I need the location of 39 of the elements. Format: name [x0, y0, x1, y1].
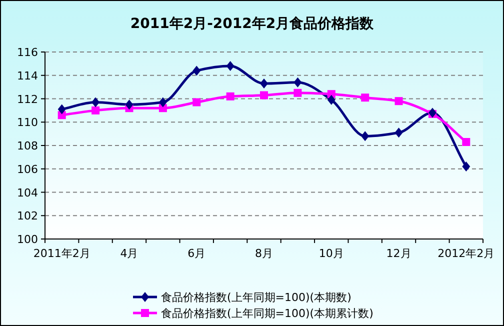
y-tick-label: 112 [17, 92, 38, 106]
point [158, 97, 167, 108]
x-tick-label: 2011年2月 [33, 247, 90, 260]
x-tick-label: 2012年2月 [438, 247, 495, 260]
point [361, 131, 370, 142]
point [192, 98, 201, 106]
y-tick-label: 114 [17, 69, 38, 82]
y-tick-label: 102 [17, 210, 38, 223]
point [327, 94, 336, 105]
point [260, 78, 268, 89]
point [462, 138, 470, 146]
point [226, 92, 234, 100]
point [226, 61, 234, 72]
point [394, 97, 403, 106]
chart-title: 2011年2月-2012年2月食品价格指数 [130, 16, 375, 32]
point [294, 88, 302, 97]
point [92, 106, 100, 114]
x-tick-label: 10月 [318, 247, 344, 260]
y-tick-label: 104 [17, 186, 38, 200]
point [294, 77, 302, 88]
point [394, 128, 403, 138]
y-tick-label: 100 [17, 233, 38, 246]
x-tick-label: 4月 [120, 247, 138, 260]
point [92, 97, 100, 108]
point [260, 91, 268, 100]
x-tick-label: 8月 [255, 247, 273, 260]
point [58, 104, 66, 114]
y-tick-label: 110 [17, 116, 38, 130]
point [462, 162, 470, 172]
legend-label: 食品价格指数(上年同期=100)(本期累计数) [161, 307, 374, 320]
legend-label: 食品价格指数(上年同期=100)(本期数) [161, 291, 352, 304]
y-tick-label: 116 [17, 46, 38, 59]
point [361, 94, 370, 102]
point [125, 100, 134, 110]
x-tick-label: 6月 [188, 247, 206, 260]
point [192, 66, 201, 76]
y-tick-label: 108 [17, 140, 38, 152]
y-tick-label: 106 [17, 162, 38, 176]
x-tick-label: 12月 [386, 247, 412, 260]
